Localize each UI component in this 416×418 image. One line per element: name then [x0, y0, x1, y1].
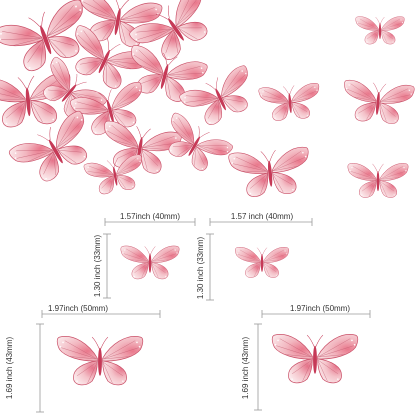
large-left-height-label: 1.69 inch (43mm): [5, 337, 14, 400]
large-right-height-label: 1.69 inch (43mm): [241, 337, 250, 400]
dimension-large-right: [254, 310, 371, 411]
butterfly-right-group: [227, 16, 415, 199]
butterfly-pile: [0, 0, 263, 198]
small-right-width-label: 1.57 inch (40mm): [231, 212, 294, 221]
large-butterfly-left: [56, 335, 144, 386]
dimension-large-left: [36, 310, 161, 413]
large-left-width-label: 1.97inch (50mm): [48, 304, 108, 313]
dimension-small-right: [206, 218, 313, 301]
small-butterfly-left: [120, 245, 180, 280]
small-right-height-label: 1.30 inch (33mm): [196, 237, 205, 300]
dimension-small-left: [103, 218, 196, 299]
small-butterfly-right: [234, 246, 290, 278]
large-butterfly-right: [271, 333, 359, 384]
small-left-width-label: 1.57inch (40mm): [120, 212, 180, 221]
small-left-height-label: 1.30 inch (33mm): [93, 235, 102, 298]
large-right-width-label: 1.97inch (50mm): [290, 304, 350, 313]
